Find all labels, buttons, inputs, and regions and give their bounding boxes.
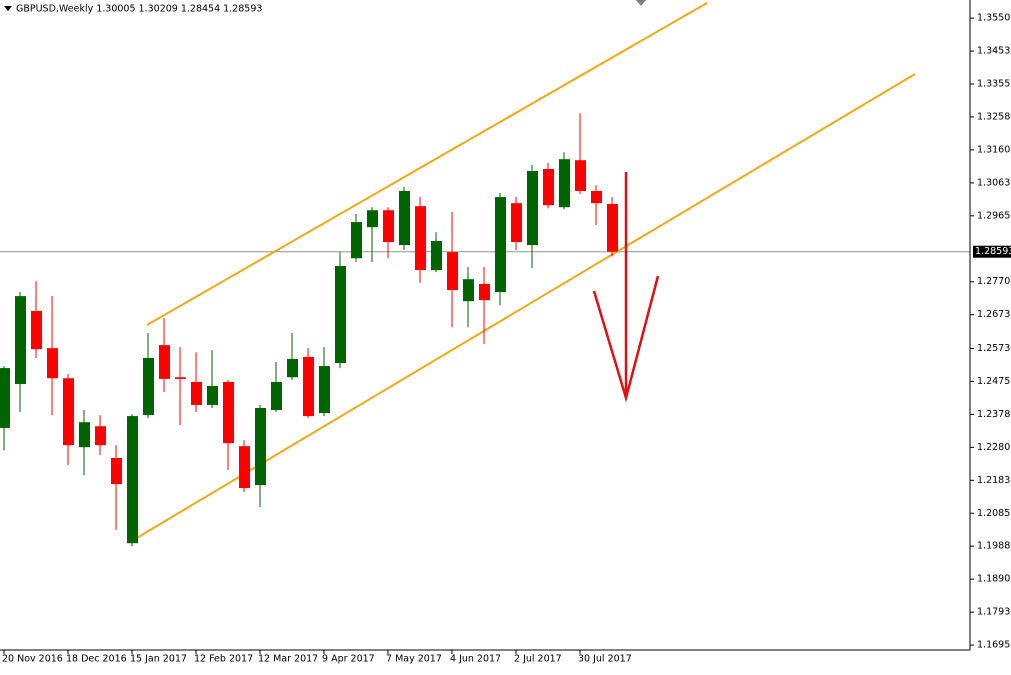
y-tick-label: 1.35505 <box>977 13 1011 24</box>
candle-body <box>31 310 42 350</box>
y-tick-label: 1.20855 <box>977 508 1011 519</box>
y-tick-label: 1.25730 <box>977 343 1011 354</box>
candle-body <box>175 377 186 379</box>
y-tick-label: 1.22805 <box>977 442 1011 453</box>
x-tick-label: 12 Feb 2017 <box>194 654 253 665</box>
candle-body <box>383 210 394 243</box>
candle-body <box>415 206 426 271</box>
candle-body <box>143 357 154 416</box>
y-tick-label: 1.21830 <box>977 475 1011 486</box>
candle-body <box>303 356 314 417</box>
candle-body <box>319 366 330 414</box>
x-tick-label: 7 May 2017 <box>386 654 442 665</box>
y-tick-label: 1.31605 <box>977 144 1011 155</box>
candle-body <box>591 190 602 204</box>
x-tick-label: 15 Jan 2017 <box>130 654 187 665</box>
candle-body <box>95 426 106 446</box>
candle-body <box>495 197 506 293</box>
price-label-box <box>973 245 1011 258</box>
candle-body <box>399 190 410 246</box>
candle-body <box>255 407 266 486</box>
x-tick-label: 12 Mar 2017 <box>258 654 318 665</box>
x-tick-label: 9 Apr 2017 <box>322 654 375 665</box>
y-tick-label: 1.32580 <box>977 111 1011 122</box>
y-tick-label: 1.29655 <box>977 210 1011 221</box>
y-tick-label: 1.17930 <box>977 607 1011 618</box>
candle-body <box>271 381 282 411</box>
y-tick-label: 1.24755 <box>977 376 1011 387</box>
candle-body <box>287 358 298 378</box>
candle-body <box>207 386 218 405</box>
y-tick-label: 1.27705 <box>977 276 1011 287</box>
candle-body <box>159 345 170 379</box>
candle-body <box>15 296 26 384</box>
y-tick-label: 1.26730 <box>977 309 1011 320</box>
candle-body <box>543 169 554 206</box>
y-tick-label: 1.34530 <box>977 46 1011 57</box>
candle-body <box>47 348 58 379</box>
candle-body <box>239 446 250 489</box>
channel-upper <box>146 2 708 326</box>
price-label: 1.28593 <box>975 246 1011 257</box>
y-tick-label: 1.33555 <box>977 78 1011 89</box>
candle-body <box>79 422 90 448</box>
candle-body <box>335 266 346 364</box>
candle-body <box>0 368 10 428</box>
candle-body <box>447 252 458 291</box>
x-tick-label: 4 Jun 2017 <box>450 654 501 665</box>
y-tick-label: 1.18905 <box>977 574 1011 585</box>
candle-body <box>463 279 474 302</box>
x-tick-label: 30 Jul 2017 <box>578 654 632 665</box>
y-tick-label: 1.23780 <box>977 409 1011 420</box>
candle-body <box>63 378 74 446</box>
candle-body <box>527 171 538 246</box>
y-tick-label: 1.30630 <box>977 177 1011 188</box>
candle-body <box>559 159 570 208</box>
candle-body <box>367 210 378 228</box>
candle-body <box>575 160 586 191</box>
candle-body <box>191 381 202 405</box>
candle-body <box>607 203 618 252</box>
candle-body <box>127 416 138 544</box>
candle-body <box>351 222 362 259</box>
candle-body <box>431 241 442 271</box>
chart-title: GBPUSD,Weekly 1.30005 1.30209 1.28454 1.… <box>16 4 262 15</box>
candle-body <box>479 283 490 301</box>
y-tick-label: 1.19880 <box>977 541 1011 552</box>
candle-body <box>511 203 522 243</box>
x-tick-label: 2 Jul 2017 <box>514 654 562 665</box>
candle-body <box>111 458 122 485</box>
arrow-head <box>592 275 660 403</box>
menu-icon <box>4 6 12 11</box>
x-tick-label: 18 Dec 2016 <box>66 654 127 665</box>
y-tick-label: 1.16955 <box>977 640 1011 651</box>
marker <box>636 0 646 6</box>
candle-body <box>223 381 234 444</box>
x-tick-label: 20 Nov 2016 <box>2 654 63 665</box>
